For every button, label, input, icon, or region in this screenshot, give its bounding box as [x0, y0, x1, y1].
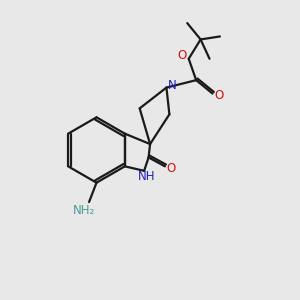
Text: O: O: [167, 162, 176, 175]
Text: O: O: [214, 89, 224, 102]
Text: NH₂: NH₂: [73, 204, 95, 218]
Text: N: N: [167, 79, 176, 92]
Text: O: O: [178, 49, 187, 62]
Text: NH: NH: [138, 170, 156, 183]
